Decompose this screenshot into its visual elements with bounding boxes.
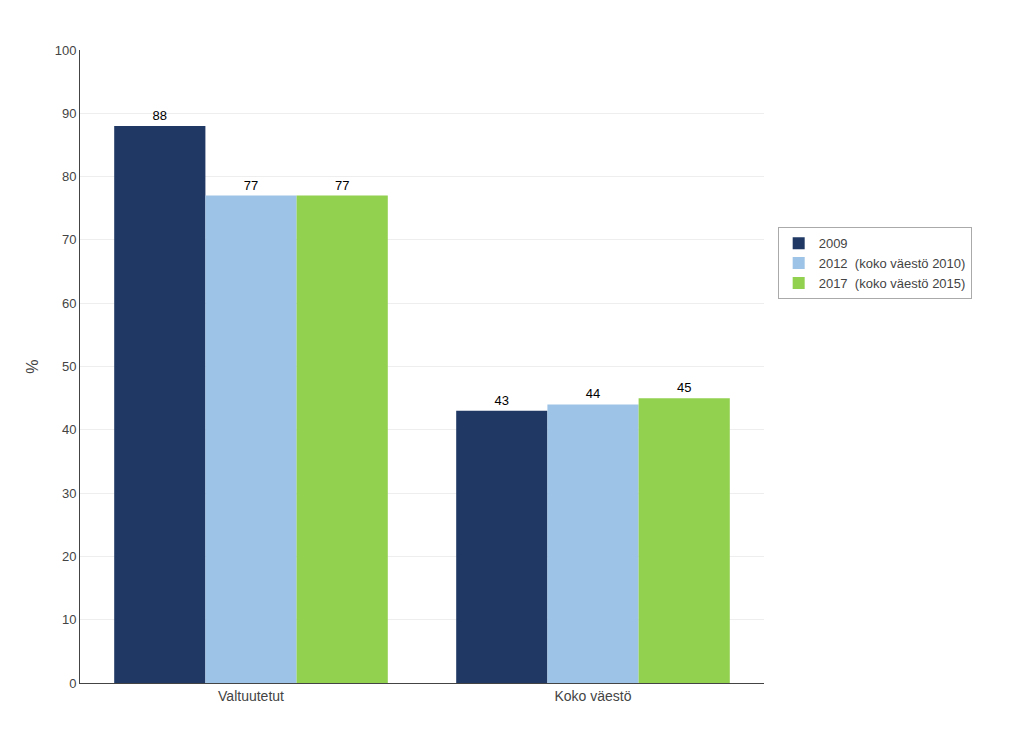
svg-text:44: 44	[586, 386, 600, 401]
svg-text:40: 40	[62, 422, 76, 437]
svg-text:20: 20	[62, 549, 76, 564]
svg-text:60: 60	[62, 296, 76, 311]
svg-text:2009: 2009	[819, 236, 848, 251]
svg-text:10: 10	[62, 612, 76, 627]
svg-text:Valtuutetut: Valtuutetut	[218, 688, 284, 704]
svg-text:0: 0	[69, 676, 76, 691]
svg-text:30: 30	[62, 486, 76, 501]
svg-text:88: 88	[153, 108, 167, 123]
svg-text:100: 100	[55, 43, 77, 58]
svg-text:Koko väestö: Koko väestö	[554, 688, 631, 704]
svg-text:2012 (koko väestö 2010): 2012 (koko väestö 2010)	[819, 256, 966, 271]
svg-text:77: 77	[244, 178, 258, 193]
svg-text:90: 90	[62, 106, 76, 121]
svg-text:50: 50	[62, 359, 76, 374]
svg-text:45: 45	[677, 380, 691, 395]
svg-text:70: 70	[62, 232, 76, 247]
svg-text:43: 43	[495, 393, 509, 408]
svg-text:77: 77	[335, 178, 349, 193]
svg-text:80: 80	[62, 169, 76, 184]
svg-text:2017 (koko väestö 2015): 2017 (koko väestö 2015)	[819, 276, 966, 291]
svg-text:%: %	[24, 359, 41, 373]
